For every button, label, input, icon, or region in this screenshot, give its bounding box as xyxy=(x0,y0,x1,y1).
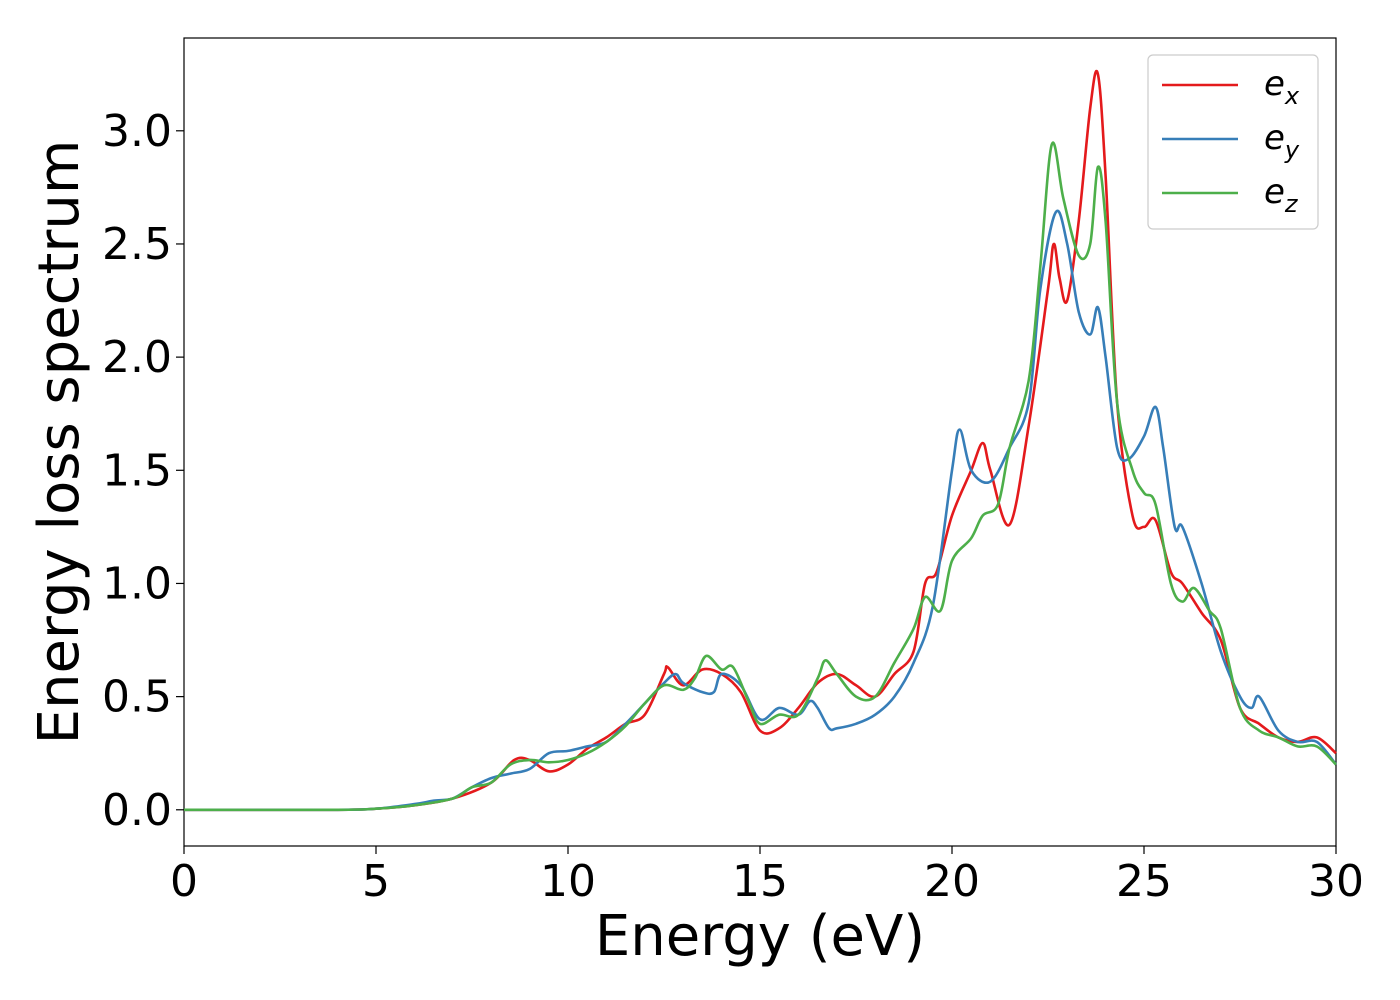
x-tick-label: 20 xyxy=(924,856,980,907)
y-axis-label: Energy loss spectrum xyxy=(27,140,92,745)
x-tick-label: 5 xyxy=(362,856,390,907)
x-tick-label: 25 xyxy=(1116,856,1172,907)
legend-box xyxy=(1147,54,1319,230)
y-tick-label: 3.0 xyxy=(102,106,172,157)
series-line-y xyxy=(183,209,1338,812)
series-line-z xyxy=(183,141,1337,812)
x-axis-ticks: 0 5 10 15 20 25 30 xyxy=(170,846,1364,907)
x-tick-label: 30 xyxy=(1308,856,1364,907)
y-tick-label: 0.5 xyxy=(102,672,172,723)
y-tick-label: 1.0 xyxy=(102,558,172,609)
series-line-x xyxy=(183,69,1337,812)
x-tick-label: 15 xyxy=(732,856,788,907)
y-tick-label: 1.5 xyxy=(102,445,172,496)
x-tick-label: 10 xyxy=(540,856,596,907)
x-axis-label: Energy (eV) xyxy=(595,904,925,969)
x-tick-label: 0 xyxy=(170,856,198,907)
y-tick-label: 2.0 xyxy=(102,332,172,383)
y-tick-label: 0.0 xyxy=(102,785,172,836)
y-axis-ticks: 0.0 0.5 1.0 1.5 2.0 2.5 3.0 xyxy=(102,106,184,836)
y-tick-label: 2.5 xyxy=(102,219,172,270)
legend-label-z: ez xyxy=(1264,172,1299,218)
series-lines xyxy=(183,69,1338,812)
